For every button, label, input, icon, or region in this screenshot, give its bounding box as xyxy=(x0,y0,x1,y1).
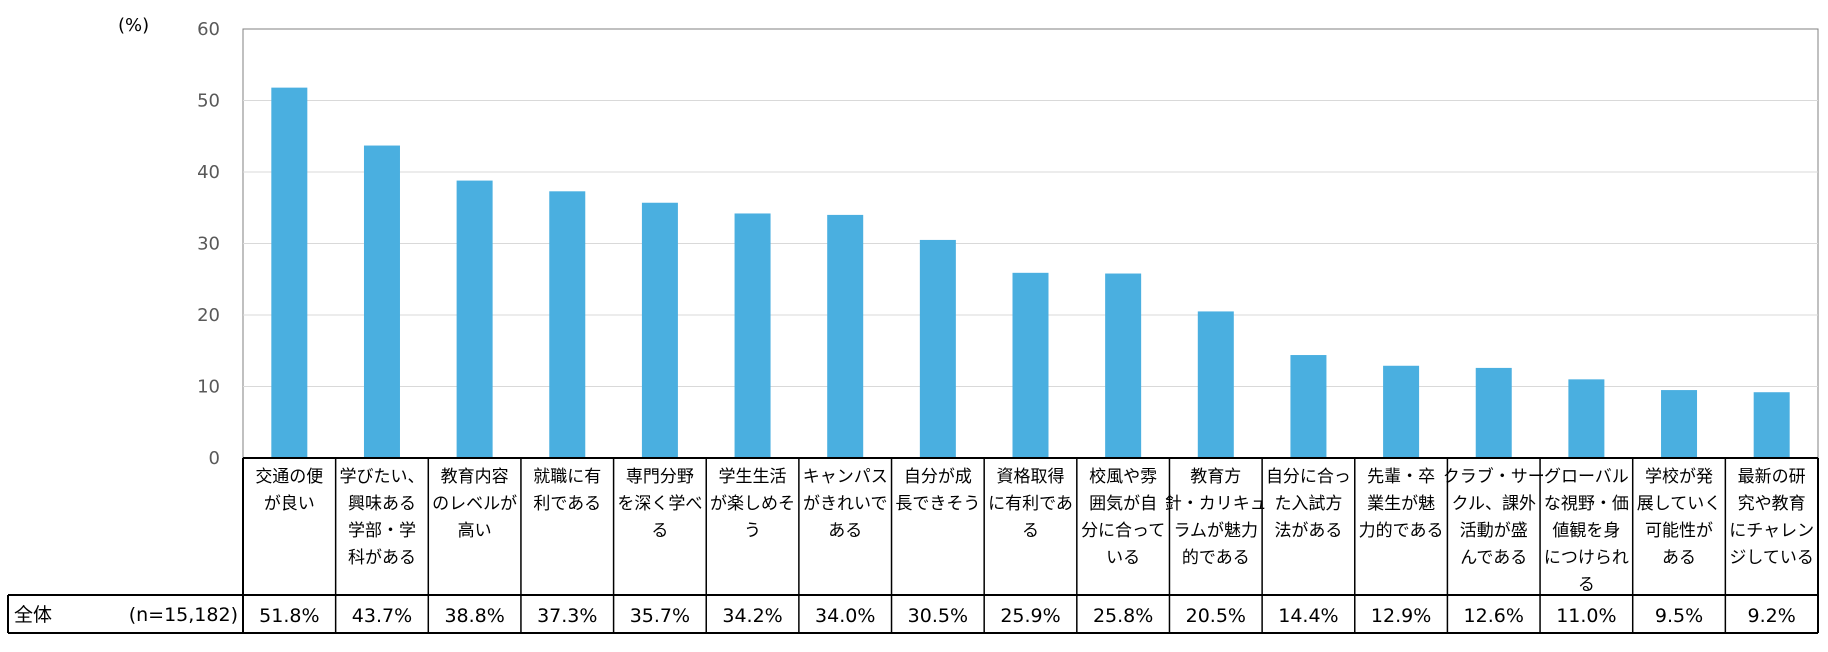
bar xyxy=(1383,365,1420,458)
bar xyxy=(827,214,864,458)
y-tick-label: 10 xyxy=(197,377,220,398)
bar xyxy=(1105,273,1142,458)
table-value-cell: 38.8% xyxy=(444,605,504,627)
table-value-cell: 12.6% xyxy=(1464,605,1524,627)
y-tick-label: 50 xyxy=(197,91,220,112)
category-label: 自分に合った入試方法がある xyxy=(1266,467,1351,541)
y-tick-label: 20 xyxy=(197,305,220,326)
table-value-cell: 37.3% xyxy=(537,605,597,627)
category-label: 専門分野を深く学べる xyxy=(617,467,702,541)
y-tick-label: 0 xyxy=(209,448,220,469)
bar xyxy=(641,202,678,458)
table-value-cell: 35.7% xyxy=(630,605,690,627)
table-value-cell: 30.5% xyxy=(908,605,968,627)
bar xyxy=(919,239,956,458)
category-label: 学生生活が楽しめそう xyxy=(710,467,795,541)
bar xyxy=(1012,272,1049,458)
bar xyxy=(363,145,400,459)
category-label: 就職に有利である xyxy=(533,467,601,514)
table-value-cell: 34.2% xyxy=(722,605,782,627)
bar xyxy=(549,191,586,458)
table-value-cell: 25.8% xyxy=(1093,605,1153,627)
category-label: 学校が発展していく可能性がある xyxy=(1637,467,1722,568)
y-tick-label: 40 xyxy=(197,162,220,183)
category-label: 自分が成長できそう xyxy=(895,467,980,514)
category-label: クラブ・サークル、課外活動が盛んである xyxy=(1443,466,1545,568)
bar xyxy=(1475,367,1512,458)
sample-size-label: (n=15,182) xyxy=(129,604,238,626)
category-label: 先輩・卒業生が魅力的である xyxy=(1359,467,1444,541)
table-value-cell: 9.2% xyxy=(1748,605,1796,627)
y-axis-unit-label: (%) xyxy=(118,15,149,36)
bar xyxy=(1753,392,1790,458)
category-label: 交通の便が良い xyxy=(255,467,323,514)
table-value-cell: 25.9% xyxy=(1000,605,1060,627)
category-label: 資格取得に有利である xyxy=(988,467,1073,541)
bar xyxy=(734,213,771,458)
table-value-cell: 51.8% xyxy=(259,605,319,627)
y-tick-label: 60 xyxy=(197,19,220,40)
category-label: 教育方針・カリキュラムが魅力的である xyxy=(1165,467,1267,568)
category-label: キャンパスがきれいである xyxy=(803,467,888,541)
category-label: グローバルな視野・価値観を身につけられる xyxy=(1544,467,1629,595)
bar xyxy=(1290,355,1327,458)
category-label: 校風や雰囲気が自分に合っている xyxy=(1081,467,1165,568)
table-value-cell: 9.5% xyxy=(1655,605,1703,627)
y-tick-label: 30 xyxy=(197,234,220,255)
table-value-cell: 14.4% xyxy=(1278,605,1338,627)
bar xyxy=(1197,311,1234,458)
table-value-cell: 43.7% xyxy=(352,605,412,627)
category-label: 最新の研究や教育にチャレンジしている xyxy=(1729,467,1814,568)
table-value-cell: 11.0% xyxy=(1556,605,1616,627)
bar xyxy=(456,180,493,458)
table-value-cell: 34.0% xyxy=(815,605,875,627)
bar xyxy=(1661,390,1698,458)
category-label: 学びたい、興味ある学部・学科がある xyxy=(339,467,424,568)
table-value-cell: 20.5% xyxy=(1186,605,1246,627)
table-value-cell: 12.9% xyxy=(1371,605,1431,627)
bar xyxy=(271,87,308,458)
table-row-label: 全体 xyxy=(14,604,52,626)
category-label: 教育内容のレベルが高い xyxy=(432,467,517,541)
bar xyxy=(1568,379,1605,458)
